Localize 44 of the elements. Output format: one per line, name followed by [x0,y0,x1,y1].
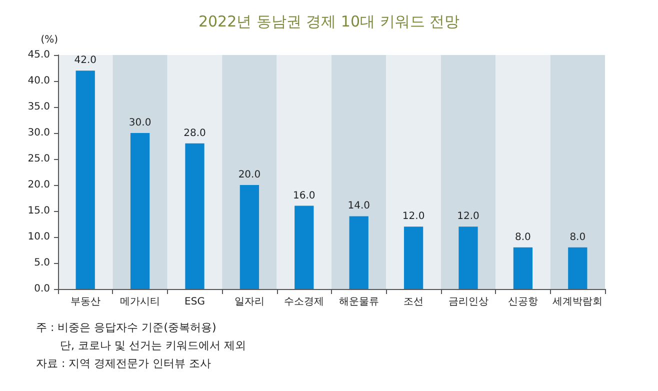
x-tick-label: 금리인상 [448,296,488,308]
bar [130,133,150,289]
text: 자료 : 지역 경제전문가 인터뷰 조사 [36,357,212,370]
y-axis-title: (%) [40,34,58,46]
x-tick-label: 수소경제 [284,296,324,308]
x-tick-label: 메가시티 [120,296,160,308]
data-label: 42.0 [74,55,96,66]
y-tick-label: 0.0 [34,284,50,294]
bar [568,247,588,289]
y-tick-label: 30.0 [28,128,50,138]
data-label: 8.0 [570,232,586,243]
data-label: 12.0 [402,211,425,222]
data-label: 12.0 [457,211,480,222]
y-tick-label: 45.0 [28,50,50,60]
x-tick-label: 세계박람회 [552,296,603,308]
data-label: 8.0 [514,232,531,243]
x-tick-label: 해운물류 [338,296,379,308]
x-tick-label: 일자리 [234,296,264,308]
y-tick-label: 35.0 [28,102,50,112]
text: 단, 코로나 및 선거는 키워드에서 제외 [60,339,246,352]
bar [185,143,204,289]
data-label: 28.0 [184,128,206,139]
data-label: 30.0 [128,118,152,128]
data-label: 14.0 [348,200,370,212]
y-tick-label: 15.0 [28,206,50,216]
y-tick-label: 25.0 [28,154,50,164]
bar [513,247,533,289]
x-tick-label: ESG [184,296,205,308]
y-tick-label: 20.0 [28,180,50,190]
bar [458,226,478,289]
bar [294,206,314,289]
y-tick-label: 10.0 [28,232,50,242]
y-tick-label: 40.0 [28,76,50,86]
data-label: 20.0 [238,170,261,180]
text: 주 : 비중은 응답자수 기준(중복허용) [36,321,216,334]
x-tick-label: 신공항 [508,296,538,308]
bar [404,226,424,289]
x-tick-label: 조선 [404,296,424,308]
bar [349,216,368,289]
bar [240,185,260,289]
y-tick-label: 5.0 [34,258,50,268]
data-label: 16.0 [293,190,316,202]
x-tick-label: 부동산 [70,296,100,308]
chart-title: 2022년 동남권 경제 10대 키워드 전망 [198,12,460,30]
